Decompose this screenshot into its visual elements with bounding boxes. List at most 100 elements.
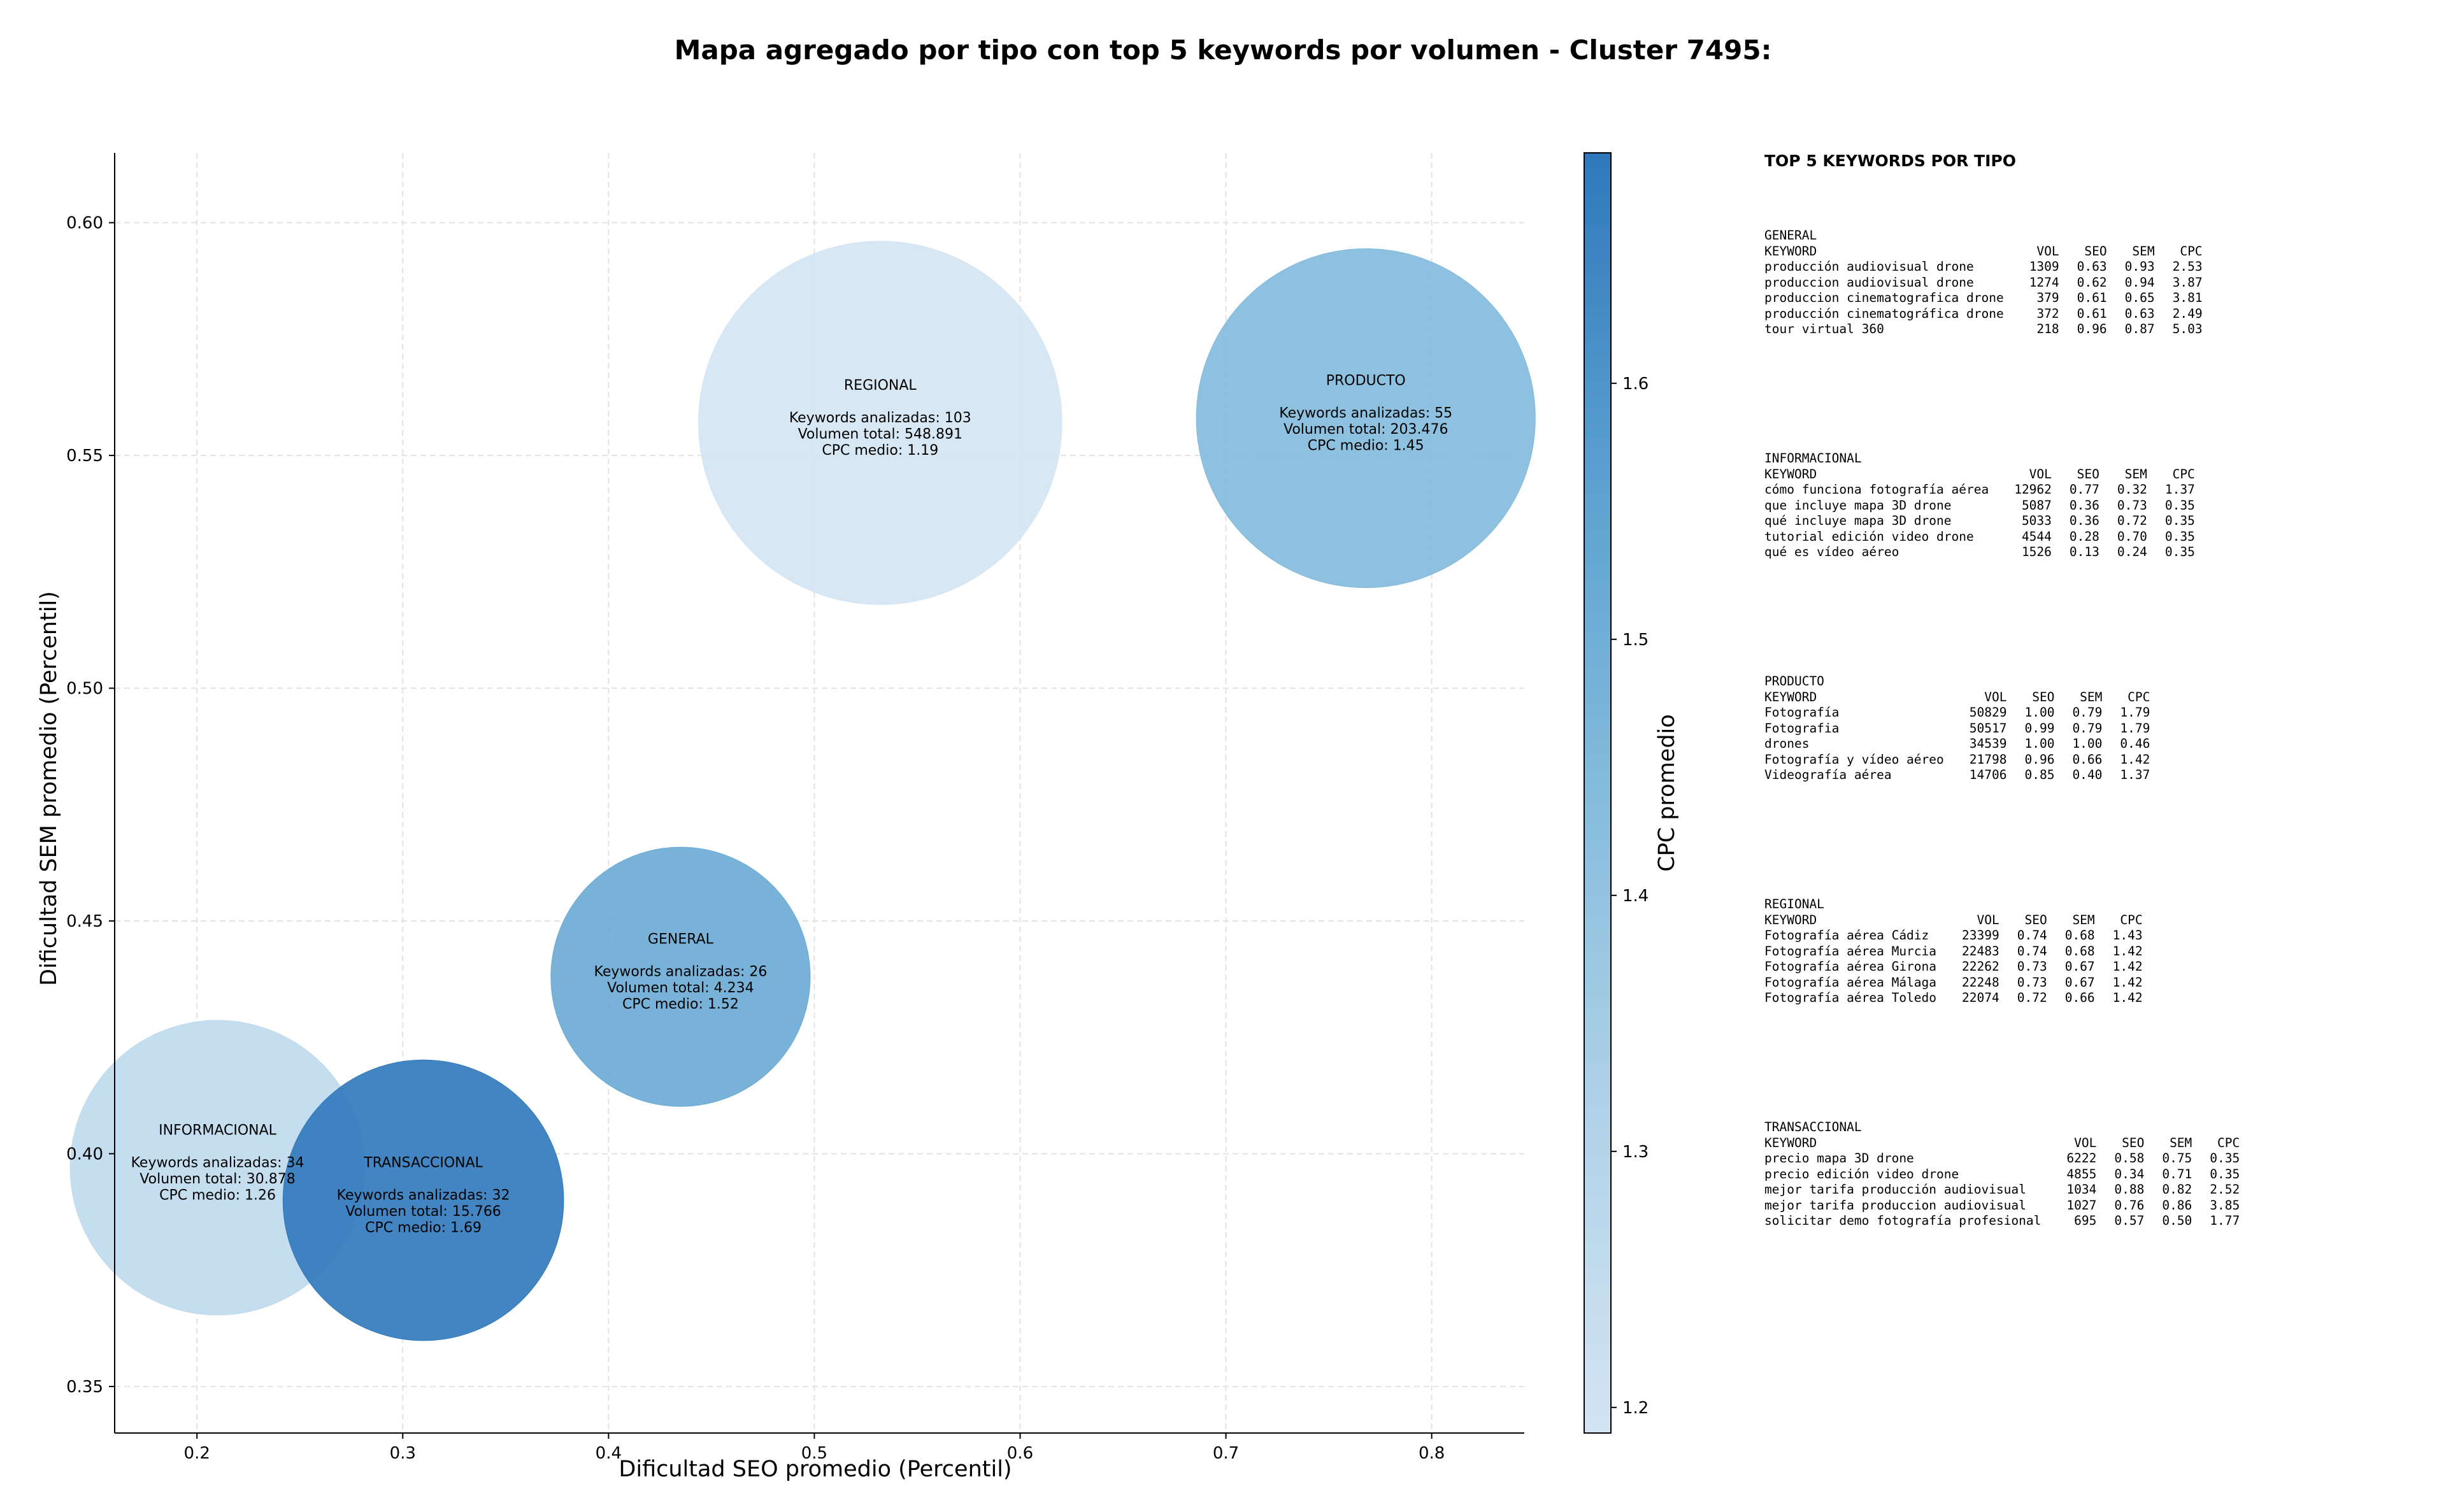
cell-sem: 0.94: [2124, 275, 2155, 290]
cell-seo: 0.58: [2114, 1151, 2145, 1166]
kw-block-producto: PRODUCTO KEYWORD VOL SEO SEM CPC Fotografía 5…: [1764, 674, 2427, 783]
colorbar-tick-label: 1.2: [1622, 1399, 1649, 1418]
cell-vol: 22074: [1962, 990, 1999, 1005]
cell-sem: 0.86: [2162, 1197, 2192, 1213]
x-tick-label: 0.8: [1419, 1444, 1445, 1463]
cell-sem: 0.70: [2117, 529, 2147, 544]
table-row: drones 34539 1.00 1.00 0.46: [1764, 736, 2150, 752]
cell-seo: 0.62: [2077, 275, 2107, 290]
cell-keyword: qué incluye mapa 3D drone: [1764, 513, 1952, 528]
cell-keyword: que incluye mapa 3D drone: [1764, 497, 1952, 513]
col-seo: SEO: [2122, 1135, 2145, 1150]
cell-vol: 218: [2036, 322, 2059, 336]
cell-seo: 0.34: [2114, 1166, 2145, 1181]
col-sem: SEM: [2072, 912, 2095, 927]
table-row: Videografía aérea 14706 0.85 0.40 1.37: [1764, 767, 2150, 783]
cell-vol: 23399: [1962, 928, 1999, 943]
cell-seo: 0.36: [2069, 513, 2099, 528]
bubble-regional: [698, 241, 1062, 605]
col-sem: SEM: [2080, 689, 2103, 704]
table-row: cómo funciona fotografía aérea 12962 0.77 0…: [1764, 482, 2195, 498]
table-row: Fotografía 50829 1.00 0.79 1.79: [1764, 705, 2150, 721]
cell-cpc: 2.52: [2210, 1182, 2240, 1197]
cell-sem: 0.65: [2124, 290, 2155, 305]
cell-keyword: Fotografía aérea Girona: [1764, 959, 1937, 974]
colorbar-gradient: [1584, 152, 1612, 1434]
cell-vol: 4544: [2021, 529, 2052, 544]
cell-keyword: Fotografía aérea Málaga: [1764, 974, 1937, 990]
cell-seo: 1.00: [2024, 736, 2055, 751]
cell-seo: 0.61: [2077, 290, 2107, 305]
cell-cpc: 1.37: [2164, 482, 2195, 497]
table-header-row: KEYWORD VOL SEO SEM CPC: [1764, 1136, 2240, 1152]
cell-cpc: 0.35: [2164, 545, 2195, 559]
kw-block-regional: REGIONAL KEYWORD VOL SEO SEM CPC Fotografía …: [1764, 897, 2427, 1006]
cell-keyword: qué es vídeo aéreo: [1764, 545, 1899, 559]
cell-sem: 0.68: [2064, 928, 2095, 943]
kw-block-type: INFORMACIONAL: [1764, 451, 1862, 466]
kw-block-type: GENERAL: [1764, 228, 1817, 243]
bubble-label-producto: Volumen total: 203.476: [1284, 422, 1448, 438]
kw-block-type: REGIONAL: [1764, 897, 1824, 911]
cell-sem: 0.72: [2117, 513, 2147, 528]
x-tick-label: 0.4: [596, 1444, 622, 1463]
col-seo: SEO: [2084, 243, 2107, 259]
col-sem: SEM: [2170, 1135, 2192, 1150]
colorbar-tick-label: 1.4: [1622, 887, 1649, 906]
col-keyword: KEYWORD: [1764, 243, 1817, 259]
col-keyword: KEYWORD: [1764, 466, 1817, 481]
table-row: mejor tarifa producción audiovisual 1034 0…: [1764, 1182, 2240, 1198]
bubble-label-transaccional: Volumen total: 15.766: [345, 1204, 501, 1220]
cell-keyword: Fotografía aérea Murcia: [1764, 943, 1937, 959]
cell-sem: 0.79: [2072, 705, 2103, 720]
bubble-label-producto: Keywords analizadas: 55: [1279, 406, 1452, 422]
y-tick-label: 0.45: [66, 912, 103, 931]
cell-sem: 0.82: [2162, 1182, 2192, 1197]
bubble-label-informacional: Keywords analizadas: 34: [131, 1155, 304, 1171]
bubble-label-transaccional: TRANSACCIONAL: [363, 1155, 483, 1171]
table-row: mejor tarifa produccion audiovisual 1027 0…: [1764, 1198, 2240, 1214]
bubble-label-general: Keywords analizadas: 26: [594, 964, 767, 980]
cell-cpc: 0.46: [2120, 736, 2150, 751]
cell-sem: 0.66: [2072, 752, 2103, 767]
bubble-label-regional: CPC medio: 1.19: [822, 443, 938, 459]
cell-seo: 0.85: [2024, 767, 2055, 782]
cell-vol: 22262: [1962, 959, 1999, 974]
cell-sem: 0.71: [2162, 1166, 2192, 1181]
cell-vol: 50517: [1969, 720, 2007, 736]
cell-keyword: Fotografía y vídeo aéreo: [1764, 752, 1944, 767]
cell-seo: 0.13: [2069, 545, 2099, 559]
cell-seo: 0.88: [2114, 1182, 2145, 1197]
cell-vol: 34539: [1969, 736, 2007, 751]
cell-keyword: solicitar demo fotografía profesional: [1764, 1213, 2042, 1228]
cell-cpc: 0.35: [2210, 1151, 2240, 1166]
col-cpc: CPC: [2180, 243, 2203, 259]
cell-seo: 0.57: [2114, 1213, 2145, 1228]
bubbles: [69, 241, 1536, 1341]
cell-sem: 0.67: [2064, 959, 2095, 974]
cell-keyword: cómo funciona fotografía aérea: [1764, 482, 1989, 497]
cell-cpc: 0.35: [2164, 513, 2195, 528]
cell-seo: 0.63: [2077, 259, 2107, 274]
x-tick-label: 0.2: [184, 1444, 210, 1463]
col-seo: SEO: [2032, 689, 2055, 704]
cell-cpc: 0.35: [2164, 497, 2195, 513]
cell-seo: 0.72: [2017, 990, 2047, 1005]
table-row: solicitar demo fotografía profesional 695…: [1764, 1213, 2240, 1229]
cell-vol: 22248: [1962, 974, 1999, 990]
table-row: produccion cinematografica drone 379 0.61 0…: [1764, 290, 2203, 306]
table-header-row: KEYWORD VOL SEO SEM CPC: [1764, 467, 2195, 483]
table-row: Fotografía y vídeo aéreo 21798 0.96 0.66 1.4…: [1764, 752, 2150, 768]
x-tick-label: 0.3: [390, 1444, 416, 1463]
cell-keyword: mejor tarifa producción audiovisual: [1764, 1182, 2026, 1197]
keyword-panel: TOP 5 KEYWORDS POR TIPO GENERAL KEYWORD V…: [1764, 152, 2427, 1228]
cell-cpc: 2.49: [2172, 306, 2203, 321]
table-row: Fotografía aérea Murcia 22483 0.74 0.68 1.42: [1764, 944, 2143, 960]
kw-table: KEYWORD VOL SEO SEM CPC cómo funciona fotogr…: [1764, 467, 2195, 560]
table-row: Fotografía aérea Cádiz 23399 0.74 0.68 1.43: [1764, 928, 2143, 944]
cell-keyword: produccion cinematografica drone: [1764, 290, 2004, 305]
bubble-label-informacional: CPC medio: 1.26: [159, 1187, 276, 1203]
col-vol: VOL: [2029, 466, 2052, 481]
cell-keyword: precio mapa 3D drone: [1764, 1151, 1914, 1166]
table-row: Fotografía aérea Toledo 22074 0.72 0.66 1.42: [1764, 990, 2143, 1006]
